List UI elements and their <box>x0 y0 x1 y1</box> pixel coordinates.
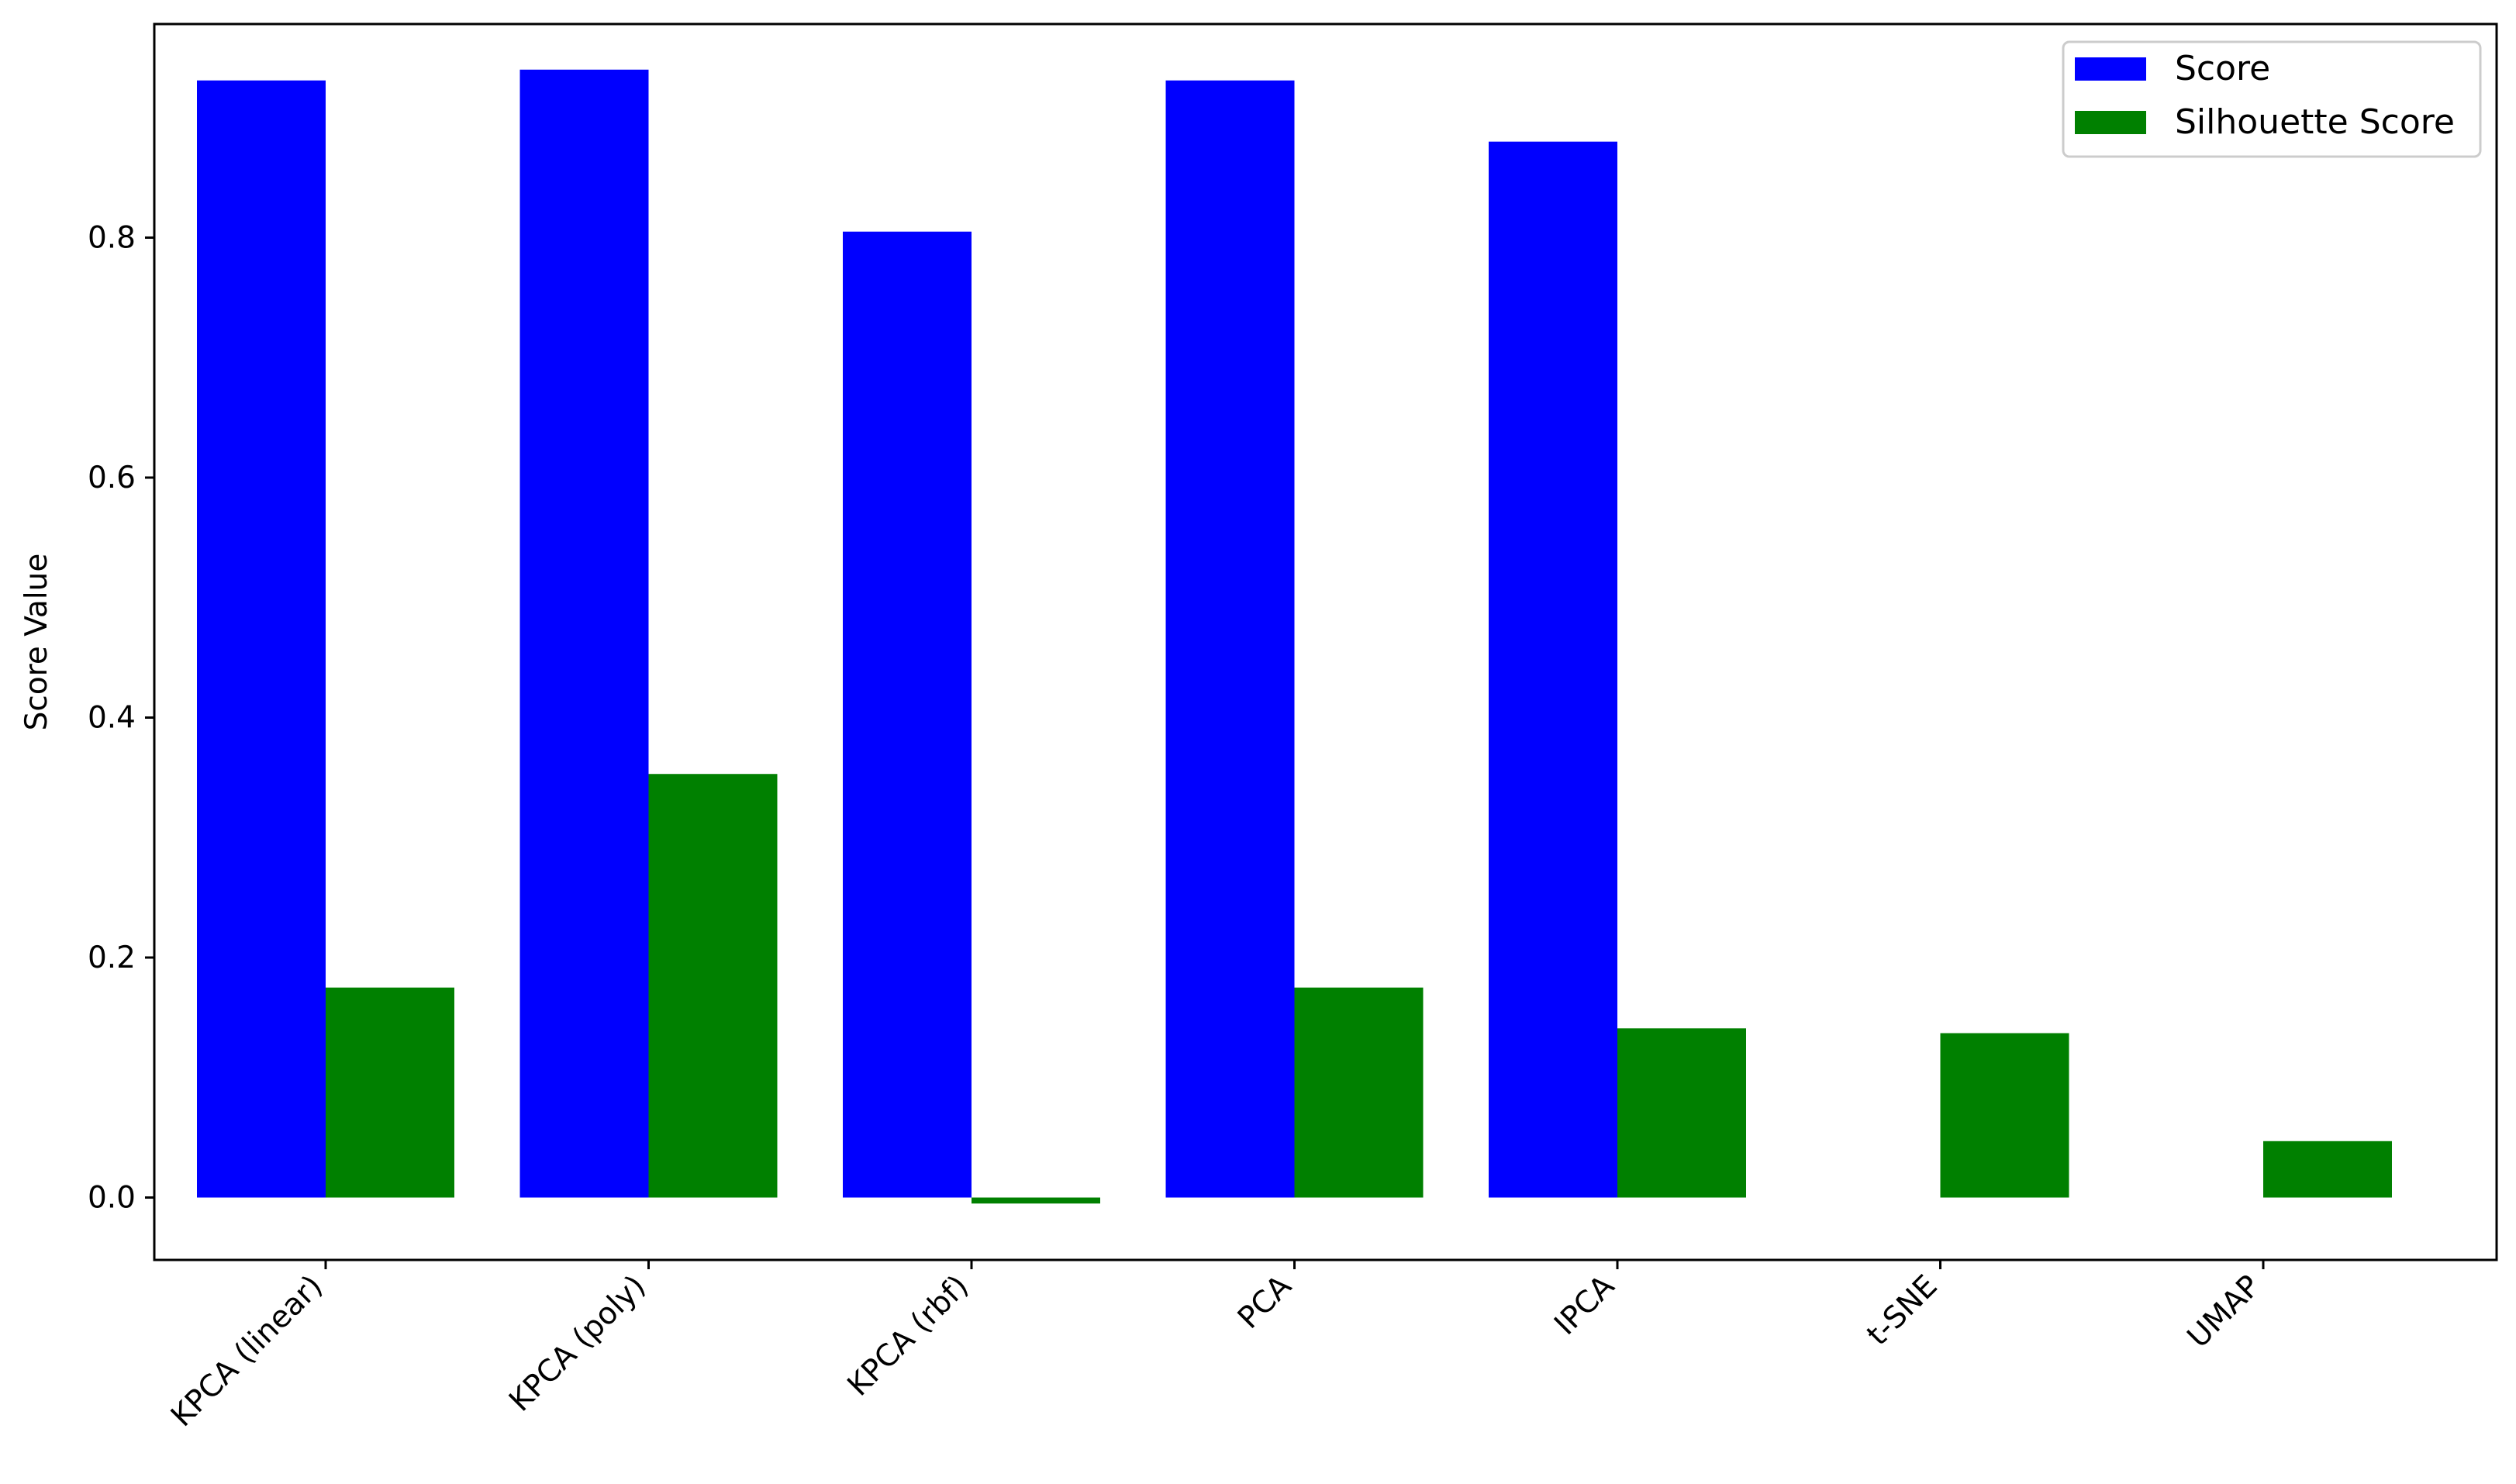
y-tick-label: 0.4 <box>88 700 136 735</box>
legend-label: Silhouette Score <box>2175 102 2455 142</box>
bar-silhouette-1 <box>648 774 778 1198</box>
y-tick-label: 0.0 <box>88 1181 136 1216</box>
y-tick-label: 0.2 <box>88 940 136 975</box>
legend: Score Silhouette Score <box>2062 40 2482 158</box>
bar-silhouette-2 <box>972 1197 1100 1204</box>
legend-frame <box>2062 40 2482 158</box>
bar-score-0 <box>197 80 326 1198</box>
bars-group <box>197 69 2392 1204</box>
bar-score-4 <box>1489 141 1617 1198</box>
bar-silhouette-4 <box>1617 1028 1746 1198</box>
legend-label: Score <box>2175 49 2270 88</box>
bar-score-2 <box>843 231 972 1198</box>
bar-score-1 <box>519 69 649 1198</box>
y-axis: 0.0 0.2 0.4 0.6 0.8 <box>88 220 154 1216</box>
bar-silhouette-3 <box>1294 987 1424 1198</box>
y-axis-label: Score Value <box>19 554 54 731</box>
bar-silhouette-0 <box>326 987 454 1198</box>
bar-score-3 <box>1165 80 1295 1198</box>
y-tick-label: 0.6 <box>88 461 136 495</box>
legend-swatch <box>2075 57 2146 81</box>
bar-silhouette-5 <box>1940 1033 2069 1198</box>
y-tick-label: 0.8 <box>88 220 136 255</box>
bar-silhouette-6 <box>2263 1141 2392 1198</box>
legend-swatch <box>2075 111 2146 134</box>
legend-items: Score Silhouette Score <box>2075 49 2455 142</box>
plot-frame <box>153 22 2498 1261</box>
